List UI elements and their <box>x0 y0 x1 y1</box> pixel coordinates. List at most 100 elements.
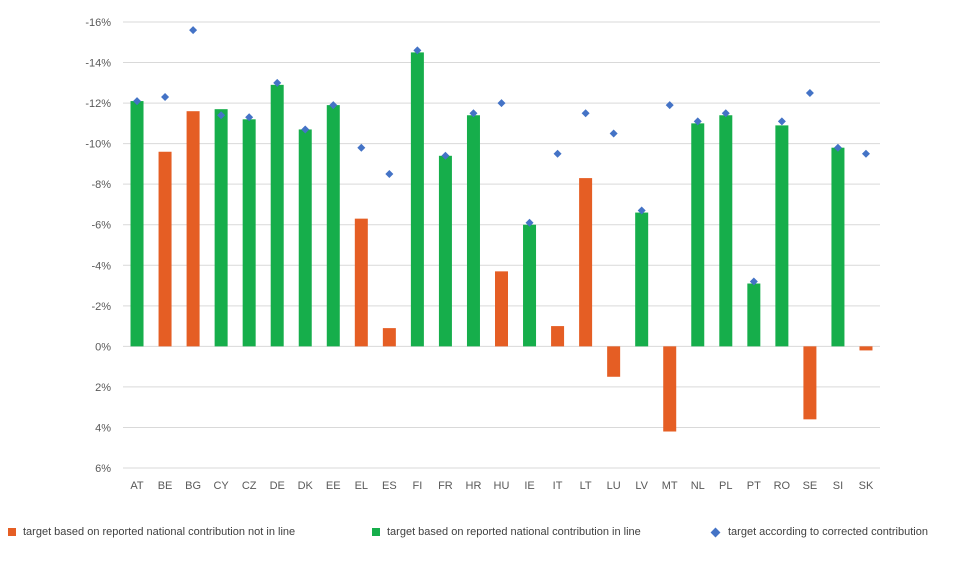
corrected-marker-bg <box>189 26 198 35</box>
corrected-marker-dk <box>301 125 310 134</box>
corrected-marker-ro <box>777 117 786 126</box>
corrected-marker-fi <box>413 46 422 55</box>
y-tick-label: -2% <box>91 301 111 313</box>
x-tick-label: DE <box>270 480 285 492</box>
legend-label-not-in-line: target based on reported national contri… <box>23 526 296 538</box>
x-tick-label: FR <box>438 480 453 492</box>
corrected-marker-pt <box>749 277 758 286</box>
x-tick-label: HR <box>466 480 482 492</box>
bar-fr <box>438 155 452 347</box>
bar-dk <box>298 129 312 347</box>
bar-lv <box>635 212 649 347</box>
x-tick-label: EE <box>326 480 341 492</box>
x-tick-label: EL <box>355 480 368 492</box>
corrected-markers <box>133 26 870 286</box>
legend: target based on reported national contri… <box>0 526 962 546</box>
bar-lt <box>579 178 593 347</box>
bar-si <box>831 147 845 347</box>
corrected-marker-at <box>133 97 142 106</box>
bar-ro <box>775 125 789 347</box>
legend-label-in-line: target based on reported national contri… <box>387 526 641 538</box>
chart-svg: -16% -14% -12% -10% -8% -6% -4% -2% 0% 2% 4% 6% AT B… <box>85 17 880 492</box>
corrected-marker-it <box>553 149 562 158</box>
x-tick-label: LU <box>607 480 621 492</box>
corrected-marker-ee <box>329 101 338 110</box>
x-axis-labels: AT BE BG CY CZ DE DK EE EL ES FI FR HR HU IE IT LT LU LV MT… <box>130 480 874 492</box>
bar-at <box>130 101 144 347</box>
legend-item-in-line: target based on reported national contri… <box>372 526 641 538</box>
corrected-marker-lt <box>581 109 590 118</box>
x-tick-label: IT <box>553 480 563 492</box>
corrected-marker-nl <box>693 117 702 126</box>
y-tick-label: -6% <box>91 220 111 232</box>
bar-it <box>551 326 565 347</box>
x-tick-label: MT <box>662 480 678 492</box>
x-tick-label: NL <box>691 480 705 492</box>
bar-ee <box>326 105 340 347</box>
corrected-marker-be <box>161 93 170 102</box>
corrected-marker-de <box>273 78 282 87</box>
corrected-marker-pl <box>721 109 730 118</box>
x-tick-label: IE <box>524 480 534 492</box>
corrected-marker-hr <box>469 109 478 118</box>
bar-se <box>803 346 817 420</box>
corrected-marker-hu <box>497 99 506 108</box>
x-tick-label: HU <box>494 480 510 492</box>
bar-hu <box>495 271 508 347</box>
corrected-marker-es <box>385 170 394 179</box>
bar-be <box>158 151 172 347</box>
corrected-marker-mt <box>665 101 674 110</box>
bar-sk <box>859 346 873 351</box>
legend-swatch-not-in-line <box>8 528 16 536</box>
legend-item-not-in-line: target based on reported national contri… <box>8 526 295 538</box>
bar-cy <box>214 109 228 347</box>
bar-fi <box>410 52 424 347</box>
x-tick-label: FI <box>412 480 422 492</box>
corrected-marker-fr <box>441 151 450 160</box>
x-tick-label: PL <box>719 480 732 492</box>
bars <box>130 52 873 432</box>
bar-cz <box>242 119 256 347</box>
x-tick-label: CY <box>213 480 229 492</box>
corrected-marker-sk <box>861 149 870 158</box>
corrected-marker-lu <box>609 129 618 138</box>
bar-hr <box>466 115 480 347</box>
corrected-marker-el <box>357 143 366 152</box>
bar-el <box>354 218 368 347</box>
legend-diamond-icon <box>710 527 721 537</box>
corrected-marker-cz <box>245 113 254 122</box>
y-tick-label: 2% <box>95 382 111 394</box>
x-tick-label: BG <box>185 480 201 492</box>
corrected-marker-se <box>805 88 814 97</box>
bar-nl <box>691 123 705 347</box>
y-tick-label: -8% <box>91 179 111 191</box>
y-tick-label: -4% <box>91 260 111 272</box>
bar-pl <box>719 115 733 347</box>
legend-item-corrected: target according to corrected contributi… <box>710 526 928 538</box>
y-tick-label: -14% <box>85 58 111 70</box>
corrected-marker-lv <box>637 206 646 215</box>
corrected-marker-si <box>833 143 842 152</box>
y-axis-labels: -16% -14% -12% -10% -8% -6% -4% -2% 0% 2% 4% 6% <box>85 17 111 475</box>
x-tick-label: SI <box>833 480 843 492</box>
gridlines <box>123 21 880 469</box>
y-tick-label: -16% <box>85 17 111 29</box>
x-tick-label: PT <box>747 480 761 492</box>
bar-bg <box>186 111 200 347</box>
x-tick-label: BE <box>158 480 173 492</box>
bar-ie <box>523 224 537 347</box>
corrected-marker-cy <box>217 111 226 120</box>
bar-es <box>382 328 396 347</box>
x-tick-label: AT <box>130 480 144 492</box>
bar-lu <box>607 346 621 377</box>
y-tick-label: -10% <box>85 139 111 151</box>
legend-swatch-in-line <box>372 528 380 536</box>
x-tick-label: CZ <box>242 480 257 492</box>
corrected-marker-ie <box>525 218 534 227</box>
x-tick-label: DK <box>298 480 314 492</box>
y-tick-label: -12% <box>85 98 111 110</box>
y-tick-label: 4% <box>95 422 111 434</box>
x-tick-label: RO <box>774 480 791 492</box>
bar-pt <box>747 283 761 347</box>
y-tick-label: 0% <box>95 341 111 353</box>
